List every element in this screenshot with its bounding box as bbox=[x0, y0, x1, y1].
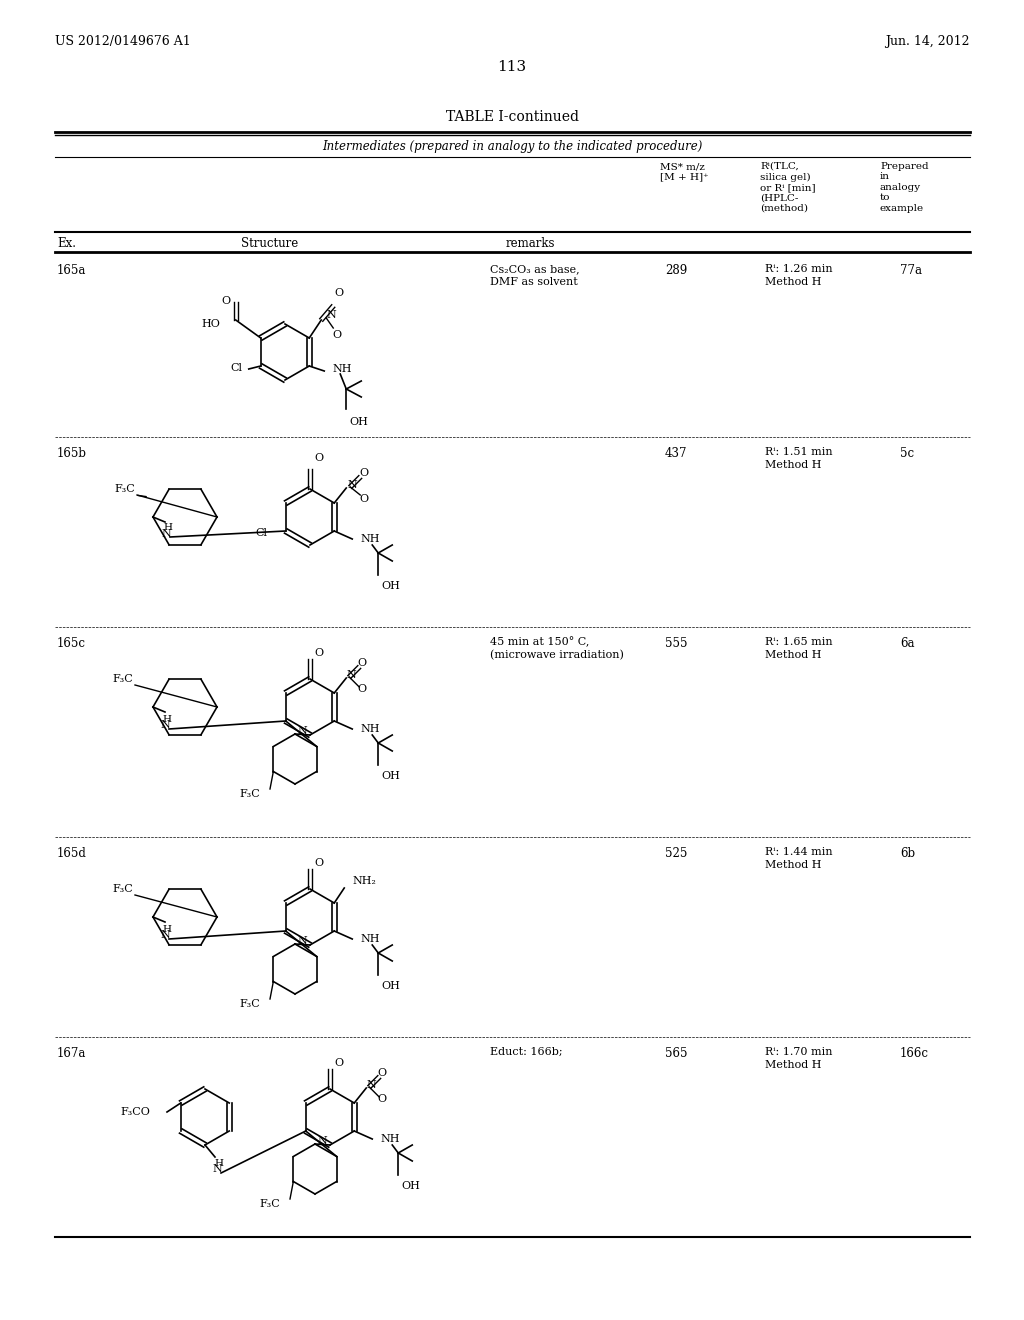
Text: Rⁱ: 1.65 min: Rⁱ: 1.65 min bbox=[765, 638, 833, 647]
Text: Rⁱ(TLC,
silica gel)
or Rⁱ [min]
(HPLC-
(method): Rⁱ(TLC, silica gel) or Rⁱ [min] (HPLC- (… bbox=[760, 162, 816, 213]
Text: OH: OH bbox=[381, 581, 400, 591]
Text: DMF as solvent: DMF as solvent bbox=[490, 277, 578, 286]
Text: Ex.: Ex. bbox=[57, 238, 76, 249]
Text: 5c: 5c bbox=[900, 447, 914, 459]
Text: Jun. 14, 2012: Jun. 14, 2012 bbox=[886, 36, 970, 48]
Text: O: O bbox=[357, 684, 367, 694]
Text: N: N bbox=[212, 1164, 222, 1173]
Text: 77a: 77a bbox=[900, 264, 922, 277]
Text: remarks: remarks bbox=[505, 238, 555, 249]
Text: O: O bbox=[314, 858, 324, 869]
Text: Method H: Method H bbox=[765, 277, 821, 286]
Text: Rⁱ: 1.44 min: Rⁱ: 1.44 min bbox=[765, 847, 833, 857]
Text: TABLE I-continued: TABLE I-continued bbox=[445, 110, 579, 124]
Text: H: H bbox=[163, 924, 171, 933]
Text: Prepared
in
analogy
to
example: Prepared in analogy to example bbox=[880, 162, 929, 213]
Text: N: N bbox=[161, 529, 171, 539]
Text: N: N bbox=[327, 310, 336, 319]
Text: O: O bbox=[357, 657, 367, 668]
Text: F₃C: F₃C bbox=[240, 789, 260, 799]
Text: O: O bbox=[314, 648, 324, 657]
Text: NH: NH bbox=[332, 364, 352, 374]
Text: H: H bbox=[164, 523, 172, 532]
Text: (microwave irradiation): (microwave irradiation) bbox=[490, 649, 624, 660]
Text: Method H: Method H bbox=[765, 459, 821, 470]
Text: NH: NH bbox=[380, 1134, 399, 1144]
Text: MS* m/z
[M + H]⁺: MS* m/z [M + H]⁺ bbox=[660, 162, 709, 181]
Text: NH: NH bbox=[360, 535, 380, 544]
Text: NH: NH bbox=[360, 723, 380, 734]
Text: Rⁱ: 1.26 min: Rⁱ: 1.26 min bbox=[765, 264, 833, 275]
Text: OH: OH bbox=[349, 417, 368, 426]
Text: O: O bbox=[378, 1094, 387, 1104]
Text: 6a: 6a bbox=[900, 638, 914, 649]
Text: 166c: 166c bbox=[900, 1047, 929, 1060]
Text: O: O bbox=[335, 288, 344, 298]
Text: 45 min at 150° C,: 45 min at 150° C, bbox=[490, 638, 590, 648]
Text: 565: 565 bbox=[665, 1047, 687, 1060]
Text: N: N bbox=[347, 480, 357, 490]
Text: F₃C: F₃C bbox=[113, 675, 133, 684]
Text: Cs₂CO₃ as base,: Cs₂CO₃ as base, bbox=[490, 264, 580, 275]
Text: 165c: 165c bbox=[57, 638, 86, 649]
Text: Cl: Cl bbox=[230, 363, 243, 374]
Text: OH: OH bbox=[381, 981, 400, 991]
Text: O: O bbox=[333, 330, 342, 341]
Text: 165b: 165b bbox=[57, 447, 87, 459]
Text: O: O bbox=[359, 469, 369, 478]
Text: 289: 289 bbox=[665, 264, 687, 277]
Text: N: N bbox=[160, 931, 170, 940]
Text: 165a: 165a bbox=[57, 264, 86, 277]
Text: F₃CO: F₃CO bbox=[120, 1107, 150, 1117]
Text: Educt: 166b;: Educt: 166b; bbox=[490, 1047, 562, 1057]
Text: N: N bbox=[297, 936, 307, 946]
Text: Cl: Cl bbox=[256, 528, 267, 539]
Text: NH: NH bbox=[360, 935, 380, 944]
Text: 113: 113 bbox=[498, 59, 526, 74]
Text: 165d: 165d bbox=[57, 847, 87, 861]
Text: F₃C: F₃C bbox=[113, 884, 133, 894]
Text: Method H: Method H bbox=[765, 861, 821, 870]
Text: OH: OH bbox=[381, 771, 400, 781]
Text: N: N bbox=[297, 726, 307, 737]
Text: N: N bbox=[160, 719, 170, 730]
Text: US 2012/0149676 A1: US 2012/0149676 A1 bbox=[55, 36, 190, 48]
Text: F₃C: F₃C bbox=[240, 999, 260, 1008]
Text: F₃C: F₃C bbox=[259, 1199, 280, 1209]
Text: 6b: 6b bbox=[900, 847, 915, 861]
Text: Method H: Method H bbox=[765, 649, 821, 660]
Text: NH₂: NH₂ bbox=[352, 876, 376, 886]
Text: OH: OH bbox=[401, 1181, 420, 1191]
Text: N: N bbox=[346, 671, 356, 680]
Text: O: O bbox=[378, 1068, 387, 1078]
Text: N: N bbox=[317, 1137, 327, 1146]
Text: O: O bbox=[221, 296, 230, 306]
Text: H: H bbox=[214, 1159, 223, 1167]
Text: 167a: 167a bbox=[57, 1047, 86, 1060]
Text: Structure: Structure bbox=[242, 238, 299, 249]
Text: 437: 437 bbox=[665, 447, 687, 459]
Text: F₃C: F₃C bbox=[115, 484, 135, 494]
Text: 555: 555 bbox=[665, 638, 687, 649]
Text: O: O bbox=[359, 494, 369, 504]
Text: Rⁱ: 1.51 min: Rⁱ: 1.51 min bbox=[765, 447, 833, 457]
Text: N: N bbox=[367, 1080, 376, 1090]
Text: HO: HO bbox=[202, 319, 221, 329]
Text: Intermediates (prepared in analogy to the indicated procedure): Intermediates (prepared in analogy to th… bbox=[322, 140, 702, 153]
Text: O: O bbox=[334, 1059, 343, 1068]
Text: H: H bbox=[163, 714, 171, 723]
Text: O: O bbox=[314, 453, 324, 463]
Text: 525: 525 bbox=[665, 847, 687, 861]
Text: Method H: Method H bbox=[765, 1060, 821, 1071]
Text: Rⁱ: 1.70 min: Rⁱ: 1.70 min bbox=[765, 1047, 833, 1057]
